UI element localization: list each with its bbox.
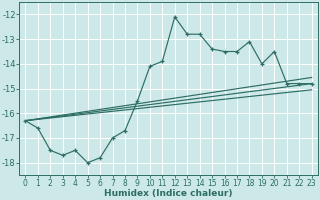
- X-axis label: Humidex (Indice chaleur): Humidex (Indice chaleur): [104, 189, 233, 198]
